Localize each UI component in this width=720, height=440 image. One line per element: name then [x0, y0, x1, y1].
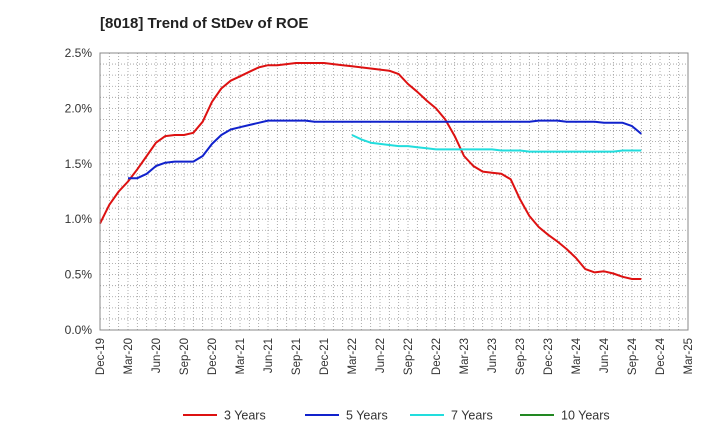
- legend-label: 7 Years: [451, 409, 493, 423]
- x-tick-label: Sep-20: [179, 338, 191, 375]
- x-tick-label: Sep-23: [515, 338, 527, 375]
- legend: 3 Years 5 Years 7 Years 10 Years: [183, 409, 610, 423]
- legend-label: 10 Years: [561, 409, 610, 423]
- legend-label: 3 Years: [224, 409, 266, 423]
- x-tick-label: Jun-23: [487, 338, 499, 373]
- legend-label: 5 Years: [346, 409, 388, 423]
- x-tick-label: Sep-22: [403, 338, 415, 375]
- series-line-3-years: [99, 62, 642, 280]
- chart-title: [8018] Trend of StDev of ROE: [100, 15, 309, 32]
- x-tick-label: Dec-21: [319, 338, 331, 375]
- series-lines: [99, 62, 642, 280]
- x-tick-label: Mar-24: [571, 337, 583, 374]
- y-tick-label: 1.5%: [65, 157, 93, 171]
- x-tick-label: Jun-22: [375, 338, 387, 373]
- grid: [100, 53, 688, 330]
- x-tick-label: Dec-22: [431, 338, 443, 375]
- y-tick-label: 1.0%: [65, 212, 93, 226]
- plot-area-frame: [99, 52, 689, 331]
- x-tick-label: Mar-25: [683, 338, 695, 374]
- axis-ticks: 0.0% 0.5% 1.0% 1.5% 2.0% 2.5% Dec-19 Mar-20 Jun-…: [65, 46, 695, 375]
- x-tick-label: Sep-21: [291, 338, 303, 375]
- x-tick-label: Mar-21: [235, 338, 247, 374]
- x-tick-label: Jun-24: [599, 337, 611, 373]
- x-tick-label: Dec-24: [655, 337, 667, 375]
- x-tick-label: Jun-21: [263, 338, 275, 373]
- y-tick-label: 0.5%: [65, 268, 93, 282]
- series-line-5-years: [128, 119, 642, 180]
- y-tick-label: 0.0%: [65, 323, 93, 337]
- x-tick-label: Dec-23: [543, 338, 555, 375]
- x-tick-label: Mar-22: [347, 338, 359, 374]
- x-tick-label: Jun-20: [151, 338, 163, 373]
- y-tick-label: 2.5%: [65, 46, 93, 60]
- x-tick-label: Sep-24: [627, 337, 639, 375]
- x-tick-label: Dec-19: [95, 338, 107, 375]
- series-line-7-years: [351, 134, 642, 153]
- x-tick-label: Mar-20: [123, 338, 135, 374]
- x-tick-label: Dec-20: [207, 338, 219, 375]
- x-tick-label: Mar-23: [459, 338, 471, 374]
- y-tick-label: 2.0%: [65, 101, 93, 115]
